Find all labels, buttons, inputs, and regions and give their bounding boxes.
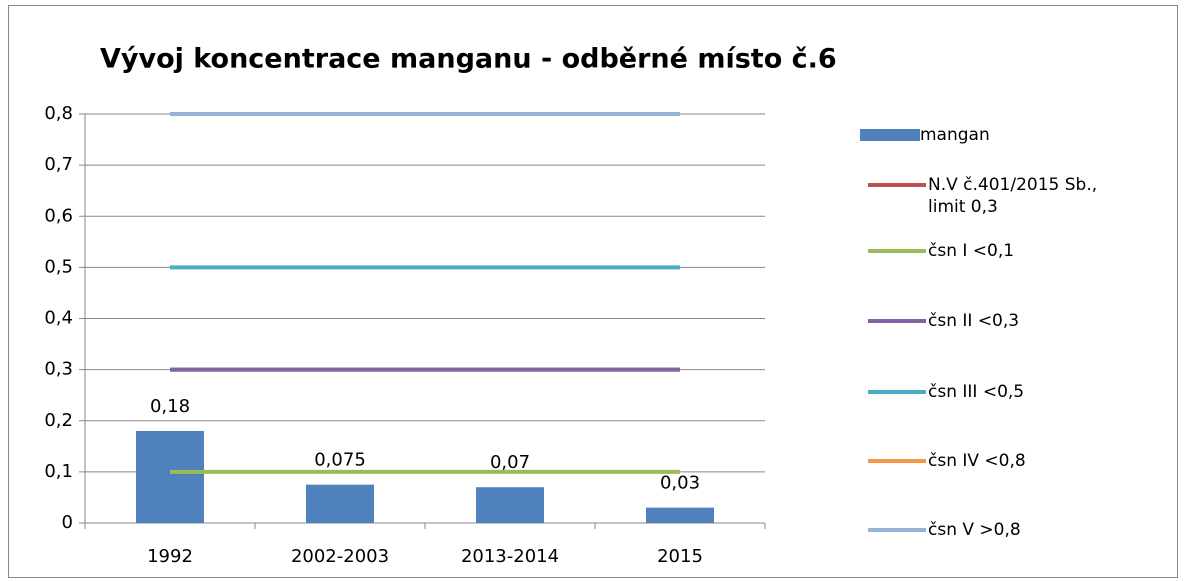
legend-item: N.V č.401/2015 Sb., limit 0,3	[860, 174, 1128, 218]
y-tick-label: 0,4	[44, 308, 73, 329]
x-tick-label: 2002-2003	[291, 546, 389, 567]
legend-marker	[868, 319, 926, 323]
legend-item: čsn I <0,1	[860, 240, 1128, 262]
legend-label: N.V č.401/2015 Sb., limit 0,3	[928, 175, 1098, 217]
legend-label: mangan	[920, 125, 990, 145]
y-tick-label: 0,1	[44, 461, 73, 482]
bar	[476, 487, 544, 523]
legend-marker	[868, 183, 926, 187]
y-tick-label: 0,8	[44, 103, 73, 124]
x-tick-label: 2013-2014	[461, 546, 559, 567]
x-tick-label: 1992	[147, 546, 193, 567]
bar	[136, 430, 204, 523]
x-tick-label: 2015	[657, 546, 703, 567]
legend-item: čsn V >0,8	[860, 519, 1128, 541]
legend-item: mangan	[860, 124, 1120, 146]
y-tick-label: 0,5	[44, 256, 73, 277]
y-tick-label: 0	[62, 512, 73, 533]
chart-title: Vývoj koncentrace manganu - odběrné míst…	[100, 44, 837, 75]
legend-marker	[860, 129, 920, 141]
y-tick-label: 0,6	[44, 205, 73, 226]
bar	[306, 484, 374, 523]
data-label: 0,075	[314, 450, 366, 471]
bar	[646, 507, 714, 523]
legend-label: čsn II <0,3	[928, 311, 1020, 331]
legend-label: čsn V >0,8	[928, 520, 1021, 540]
legend-item: čsn III <0,5	[860, 381, 1128, 403]
legend-marker	[868, 459, 926, 463]
legend-marker	[868, 528, 926, 532]
legend-label: čsn III <0,5	[928, 382, 1025, 402]
data-label: 0,18	[150, 396, 190, 417]
y-tick-label: 0,7	[44, 154, 73, 175]
legend-label: čsn IV <0,8	[928, 451, 1026, 471]
legend-item: čsn II <0,3	[860, 310, 1128, 332]
legend-marker	[868, 390, 926, 394]
data-label: 0,03	[660, 473, 700, 494]
data-label: 0,07	[490, 452, 530, 473]
y-tick-label: 0,2	[44, 410, 73, 431]
legend-marker	[868, 249, 926, 253]
legend-item: čsn IV <0,8	[860, 450, 1128, 472]
y-tick-label: 0,3	[44, 359, 73, 380]
legend-label: čsn I <0,1	[928, 241, 1015, 261]
